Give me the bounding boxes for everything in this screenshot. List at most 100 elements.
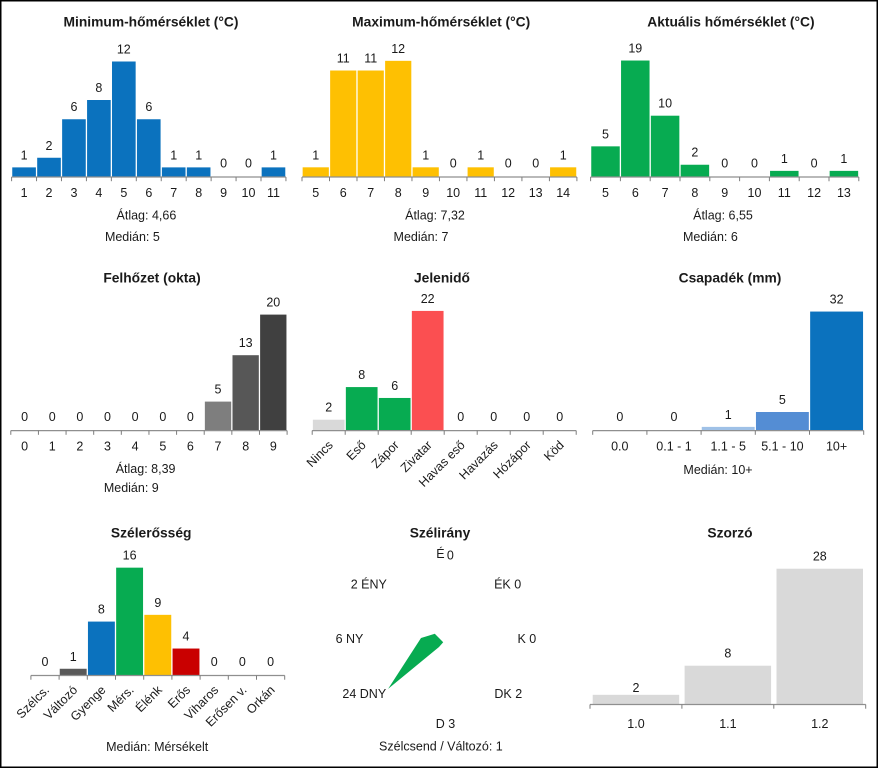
svg-text:0: 0: [245, 157, 252, 171]
svg-text:12: 12: [117, 43, 131, 57]
svg-text:22: 22: [421, 292, 435, 306]
svg-text:Medián: Mérsékelt: Medián: Mérsékelt: [106, 740, 209, 754]
svg-text:0: 0: [616, 410, 623, 424]
svg-text:10: 10: [242, 186, 256, 200]
svg-text:5: 5: [159, 439, 166, 453]
svg-text:Maximum-hőmérséklet (°C): Maximum-hőmérséklet (°C): [352, 15, 530, 30]
svg-text:5: 5: [602, 127, 609, 141]
svg-text:2: 2: [46, 139, 53, 153]
svg-text:1: 1: [477, 148, 484, 162]
svg-text:6: 6: [145, 100, 152, 114]
svg-text:0: 0: [220, 157, 227, 171]
svg-text:13: 13: [239, 336, 253, 350]
svg-text:2 ÉNY: 2 ÉNY: [351, 577, 388, 592]
svg-text:11: 11: [364, 52, 377, 66]
svg-text:7: 7: [662, 186, 669, 200]
svg-text:2: 2: [325, 401, 332, 415]
svg-text:1: 1: [21, 148, 28, 162]
svg-text:8: 8: [395, 186, 402, 200]
svg-text:6: 6: [340, 186, 347, 200]
svg-text:1: 1: [312, 148, 319, 162]
svg-text:7: 7: [170, 186, 177, 200]
svg-text:11: 11: [474, 186, 487, 200]
svg-text:0: 0: [21, 410, 28, 424]
svg-text:Aktuális hőmérséklet (°C): Aktuális hőmérséklet (°C): [647, 15, 814, 30]
svg-text:8: 8: [358, 368, 365, 382]
svg-text:0: 0: [450, 157, 457, 171]
svg-text:0: 0: [505, 157, 512, 171]
svg-text:Átlag: 4,66: Átlag: 4,66: [117, 208, 177, 223]
svg-text:0: 0: [532, 157, 539, 171]
svg-text:1.1: 1.1: [719, 717, 736, 731]
svg-text:0.1 - 1: 0.1 - 1: [656, 439, 691, 453]
svg-text:8: 8: [242, 439, 249, 453]
svg-text:8: 8: [95, 81, 102, 95]
svg-text:13: 13: [837, 186, 851, 200]
svg-text:12: 12: [391, 42, 405, 56]
svg-text:2: 2: [46, 186, 53, 200]
svg-text:6 NY: 6 NY: [336, 632, 364, 646]
svg-text:12: 12: [807, 186, 821, 200]
svg-text:2: 2: [691, 146, 698, 160]
svg-text:8: 8: [691, 186, 698, 200]
svg-text:5: 5: [120, 186, 127, 200]
svg-text:0: 0: [49, 410, 56, 424]
svg-text:13: 13: [529, 186, 543, 200]
svg-text:6: 6: [632, 186, 639, 200]
svg-text:4: 4: [183, 630, 190, 644]
svg-text:10: 10: [658, 97, 672, 111]
svg-text:Medián: 10+: Medián: 10+: [683, 463, 752, 477]
svg-text:5.1 - 10: 5.1 - 10: [761, 439, 803, 453]
svg-text:6: 6: [391, 379, 398, 393]
svg-text:DK 2: DK 2: [494, 687, 522, 701]
svg-text:0: 0: [239, 655, 246, 669]
svg-text:Medián: 7: Medián: 7: [394, 230, 449, 244]
svg-text:0: 0: [267, 655, 274, 669]
svg-text:D 3: D 3: [436, 717, 456, 731]
svg-text:14: 14: [556, 186, 570, 200]
svg-text:8: 8: [724, 647, 731, 661]
svg-text:8: 8: [98, 603, 105, 617]
svg-text:7: 7: [215, 439, 222, 453]
svg-text:0: 0: [211, 655, 218, 669]
svg-text:Szélirány: Szélirány: [410, 526, 471, 541]
svg-text:Átlag: 7,32: Átlag: 7,32: [405, 208, 465, 223]
svg-text:Medián: 6: Medián: 6: [683, 230, 738, 244]
svg-text:9: 9: [422, 186, 429, 200]
svg-text:3: 3: [104, 439, 111, 453]
svg-text:11: 11: [267, 186, 280, 200]
svg-text:0: 0: [132, 410, 139, 424]
svg-text:28: 28: [813, 550, 827, 564]
svg-text:9: 9: [220, 186, 227, 200]
svg-text:0: 0: [187, 410, 194, 424]
svg-text:0: 0: [42, 655, 49, 669]
svg-text:2: 2: [76, 439, 83, 453]
svg-text:0: 0: [490, 410, 497, 424]
svg-text:Minimum-hőmérséklet (°C): Minimum-hőmérséklet (°C): [64, 15, 239, 30]
svg-text:0: 0: [104, 410, 111, 424]
svg-text:5: 5: [312, 186, 319, 200]
svg-text:5: 5: [779, 393, 786, 407]
svg-text:6: 6: [187, 439, 194, 453]
svg-text:K 0: K 0: [518, 632, 537, 646]
svg-text:0: 0: [76, 410, 83, 424]
svg-text:Jelenidő: Jelenidő: [414, 271, 470, 286]
svg-text:5: 5: [215, 383, 222, 397]
svg-text:Szorzó: Szorzó: [707, 526, 752, 541]
svg-text:0: 0: [523, 410, 530, 424]
svg-text:5: 5: [602, 186, 609, 200]
svg-text:Csapadék (mm): Csapadék (mm): [679, 271, 782, 286]
svg-text:19: 19: [628, 42, 642, 56]
svg-text:0: 0: [21, 439, 28, 453]
svg-text:1.2: 1.2: [811, 717, 828, 731]
svg-text:10+: 10+: [826, 439, 847, 453]
svg-text:1: 1: [781, 152, 788, 166]
svg-text:1: 1: [840, 152, 847, 166]
svg-text:16: 16: [123, 549, 137, 563]
svg-text:0: 0: [721, 157, 728, 171]
svg-text:0.0: 0.0: [611, 439, 628, 453]
svg-text:1: 1: [725, 408, 732, 422]
svg-text:ÉK 0: ÉK 0: [494, 576, 521, 591]
svg-text:0: 0: [556, 410, 563, 424]
svg-text:0: 0: [159, 410, 166, 424]
